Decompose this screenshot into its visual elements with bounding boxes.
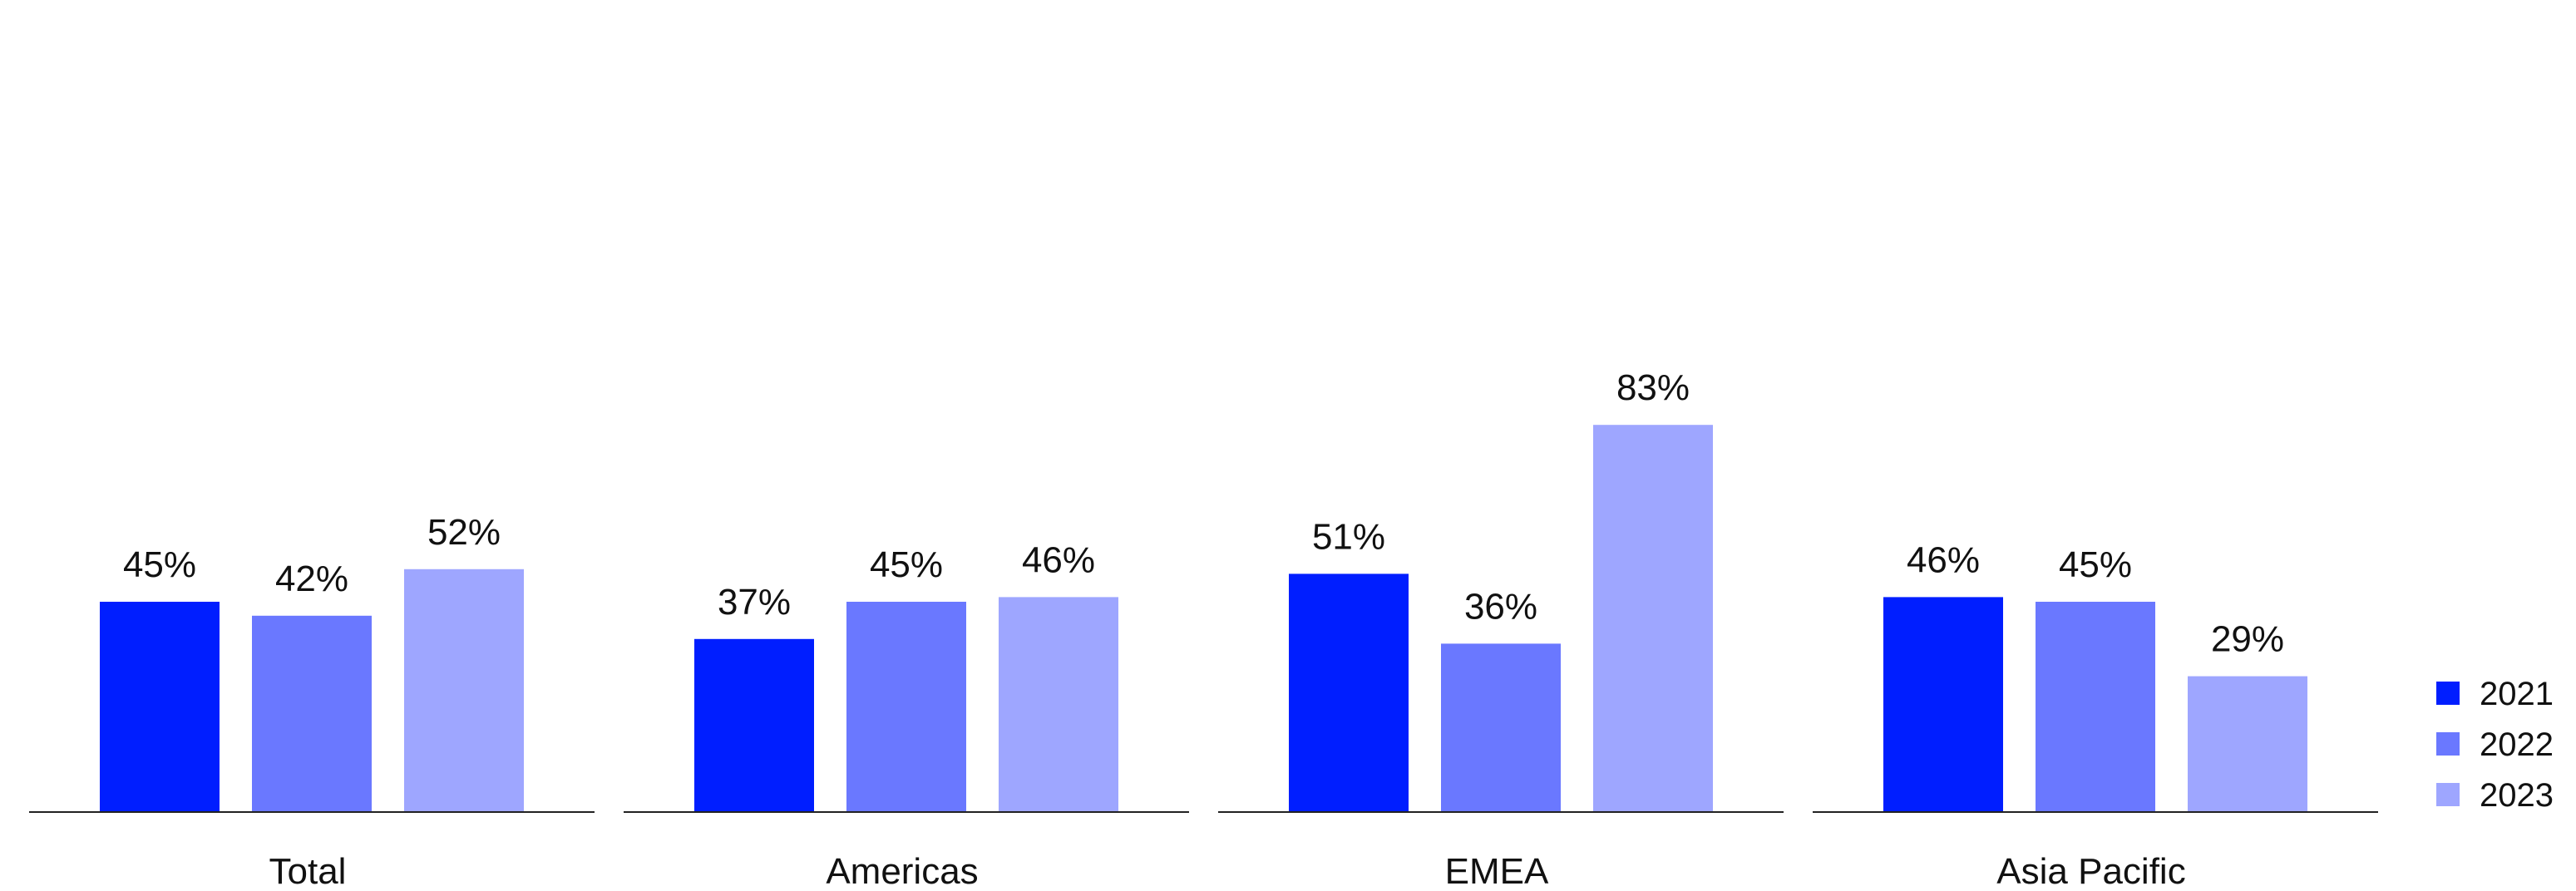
data-label: 42% (275, 559, 348, 599)
legend-label-2023: 2023 (2480, 777, 2554, 814)
data-label: 45% (870, 544, 943, 585)
bar-americas-2021 (694, 638, 814, 811)
category-label: Asia Pacific (1996, 851, 2185, 891)
bar-emea-2022 (1441, 643, 1561, 811)
bar-asia-pacific-2021 (1883, 597, 2003, 811)
bar-asia-pacific-2023 (2188, 676, 2307, 811)
bar-americas-2023 (999, 597, 1118, 811)
data-label: 36% (1464, 586, 1537, 627)
data-label: 37% (718, 582, 791, 623)
data-label: 83% (1616, 367, 1690, 408)
bar-emea-2021 (1289, 573, 1409, 811)
category-labels-layer: Total Americas EMEA Asia Pacific (269, 851, 2186, 891)
legend-label-2021: 2021 (2480, 676, 2554, 712)
legend-swatch-2021 (2436, 682, 2460, 705)
bar-total-2022 (252, 615, 372, 811)
bar-americas-2022 (846, 602, 966, 811)
data-label: 46% (1022, 539, 1095, 580)
bar-total-2023 (404, 569, 524, 811)
bar-asia-pacific-2022 (2036, 602, 2155, 811)
data-label: 51% (1312, 516, 1385, 557)
value-labels-layer: 45% 42% 52% 37% 45% 46% 51% 36% 83% 46% 45% 29% (123, 367, 2284, 659)
category-label: Americas (826, 851, 978, 891)
bar-total-2021 (100, 602, 220, 811)
category-label: EMEA (1445, 851, 1549, 891)
data-label: 45% (123, 544, 196, 585)
category-label: Total (269, 851, 347, 891)
legend: 2021 2022 2023 (2436, 676, 2554, 814)
legend-swatch-2023 (2436, 783, 2460, 806)
data-label: 52% (427, 512, 501, 553)
bars-layer (100, 425, 2307, 811)
legend-label-2022: 2022 (2480, 726, 2554, 763)
data-label: 29% (2211, 619, 2284, 660)
data-label: 45% (2059, 544, 2132, 585)
data-label: 46% (1907, 539, 1980, 580)
legend-swatch-2022 (2436, 732, 2460, 756)
bar-emea-2023 (1593, 425, 1713, 811)
